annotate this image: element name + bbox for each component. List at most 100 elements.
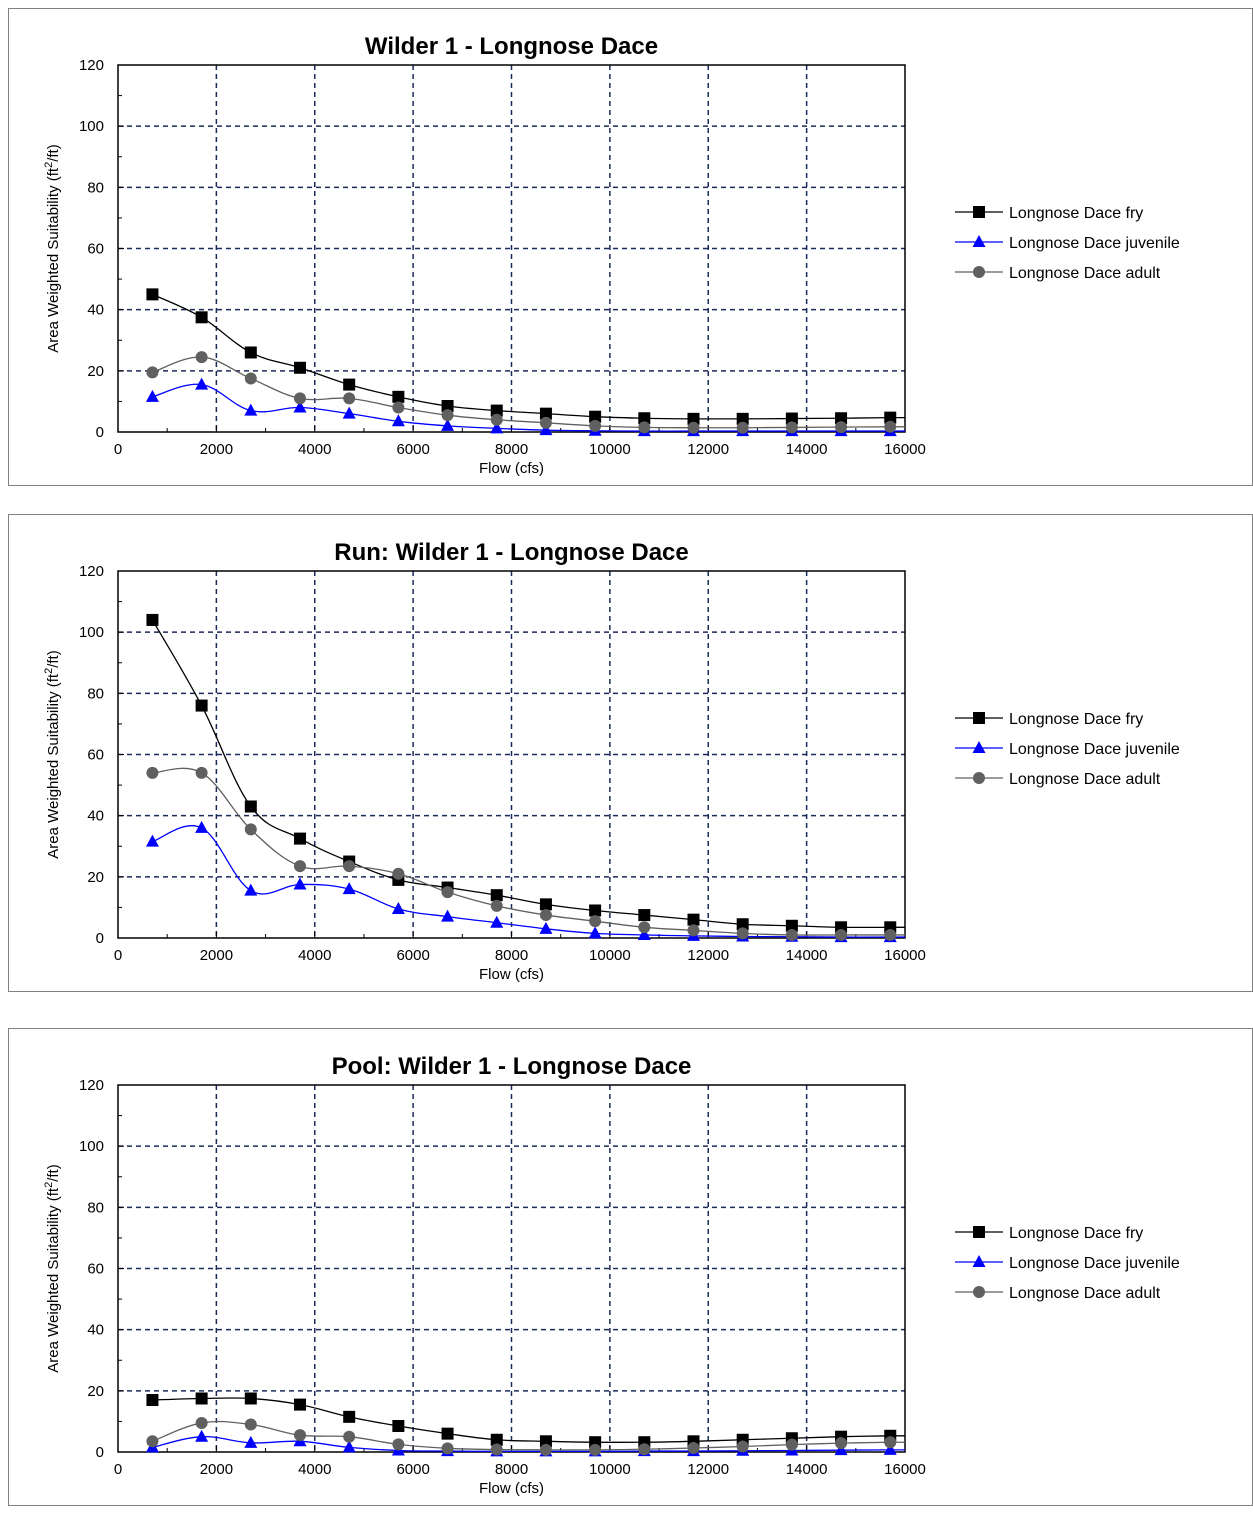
data-point: [638, 421, 651, 434]
chart-panel-2: Run: Wilder 1 - Longnose Dace 0 20 40 60 80 10…: [8, 514, 1253, 992]
legend-marker: [972, 741, 986, 753]
y-tick-label: 40: [87, 302, 104, 319]
x-tick-label: 0: [114, 1461, 122, 1478]
data-point: [293, 361, 306, 374]
data-point: [638, 909, 651, 922]
data-point: [539, 909, 552, 922]
data-point: [441, 409, 454, 422]
legend-label: Longnose Dace fry: [1009, 711, 1143, 728]
data-point: [195, 820, 209, 833]
data-point: [391, 414, 405, 427]
y-tick-label: 20: [87, 1383, 104, 1400]
legend-label: Longnose Dace juvenile: [1009, 1255, 1180, 1272]
x-tick-label: 14000: [786, 441, 828, 458]
data-point: [687, 412, 700, 425]
data-point: [195, 351, 208, 364]
data-point: [146, 366, 159, 379]
data-point: [343, 860, 356, 873]
y-axis-label: Area Weighted Suitability (ft2/ft): [43, 650, 62, 858]
series-longnose-dace-adult: [146, 351, 905, 434]
data-point: [785, 412, 798, 425]
data-point: [293, 877, 307, 890]
legend: Longnose Dace fry Longnose Dace juvenile L…: [955, 711, 1180, 788]
y-axis-label: Area Weighted Suitability (ft2/ft): [43, 1164, 62, 1372]
data-point: [195, 699, 208, 712]
data-point: [490, 1433, 503, 1446]
data-point: [391, 901, 405, 914]
y-tick-label: 0: [96, 930, 104, 947]
data-point: [146, 766, 159, 779]
y-tick-label: 0: [96, 1444, 104, 1461]
x-tick-label: 4000: [298, 441, 331, 458]
x-axis-label: Flow (cfs): [479, 460, 544, 477]
y-tick-label: 80: [87, 1199, 104, 1216]
data-point: [293, 392, 306, 405]
legend-label: Longnose Dace fry: [1009, 1225, 1143, 1242]
chart-panel-1: Wilder 1 - Longnose Dace 0 20 40 60 80 100 120 0…: [8, 8, 1253, 486]
data-point: [244, 346, 257, 359]
series-line: [152, 293, 905, 420]
chart-svg: Wilder 1 - Longnose Dace0204060801001200…: [43, 33, 1180, 477]
y-tick-label: 60: [87, 241, 104, 258]
data-point: [244, 403, 258, 416]
data-point: [343, 378, 356, 391]
data-point: [539, 416, 552, 429]
data-point: [244, 883, 258, 896]
data-point: [785, 1438, 798, 1451]
y-tick-label: 80: [87, 179, 104, 196]
x-axis-label: Flow (cfs): [479, 966, 544, 983]
y-tick-label: 100: [79, 624, 104, 641]
y-tick-label: 60: [87, 1261, 104, 1278]
y-tick-label: 20: [87, 363, 104, 380]
y-axis-label: Area Weighted Suitability (ft2/ft): [43, 144, 62, 352]
data-point: [835, 1437, 848, 1450]
data-point: [785, 919, 798, 932]
legend-label: Longnose Dace adult: [1009, 265, 1161, 282]
x-tick-label: 12000: [687, 441, 729, 458]
data-point: [588, 926, 602, 939]
x-tick-label: 8000: [495, 1461, 528, 1478]
data-point: [835, 412, 848, 425]
legend-marker: [973, 206, 985, 218]
data-point: [589, 419, 602, 432]
y-tick-label: 120: [79, 563, 104, 580]
data-point: [785, 928, 798, 941]
data-point: [441, 1427, 454, 1440]
y-tick-label: 0: [96, 424, 104, 441]
data-point: [589, 915, 602, 928]
data-point: [342, 882, 356, 895]
y-tick-label: 120: [79, 1077, 104, 1094]
series-longnose-dace-juvenile: [145, 820, 905, 943]
x-tick-label: 2000: [200, 441, 233, 458]
data-point: [736, 421, 749, 434]
series-longnose-dace-adult: [146, 1416, 905, 1456]
data-point: [490, 899, 503, 912]
legend-marker: [973, 1226, 985, 1238]
legend-marker: [972, 235, 986, 247]
data-point: [441, 1442, 454, 1455]
y-tick-label: 20: [87, 869, 104, 886]
series-longnose-dace-adult: [146, 766, 905, 941]
x-tick-label: 14000: [786, 1461, 828, 1478]
data-point: [539, 1435, 552, 1448]
data-point: [539, 1443, 552, 1456]
data-point: [490, 889, 503, 902]
chart-svg: Pool: Wilder 1 - Longnose Dace 0 20 40 60 80 1…: [43, 1053, 1180, 1497]
data-point: [293, 860, 306, 873]
data-point: [195, 311, 208, 324]
x-tick-label: 10000: [589, 1461, 631, 1478]
data-point: [146, 613, 159, 626]
legend-label: Longnose Dace adult: [1009, 1285, 1161, 1302]
x-tick-label: 12000: [687, 947, 729, 964]
data-point: [244, 1435, 258, 1448]
data-point: [146, 1435, 159, 1448]
x-tick-label: 6000: [396, 441, 429, 458]
legend-marker: [973, 712, 985, 724]
data-point: [539, 898, 552, 911]
data-point: [883, 1442, 897, 1455]
x-tick-label: 16000: [884, 947, 926, 964]
data-point: [343, 1430, 356, 1443]
data-point: [687, 913, 700, 926]
data-point: [244, 372, 257, 385]
data-point: [392, 401, 405, 414]
